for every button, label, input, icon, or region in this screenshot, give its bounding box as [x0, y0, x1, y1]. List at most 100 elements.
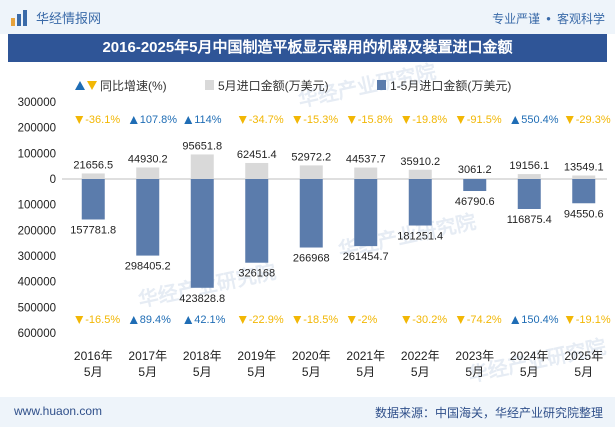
jan-may-growth-label: 42.1%: [194, 314, 225, 326]
x-category-month: 5月: [356, 365, 375, 379]
may-growth-label: -19.8%: [412, 114, 447, 126]
may-growth-label: -91.5%: [467, 114, 502, 126]
bar-jan-may: [190, 179, 214, 288]
x-category-month: 5月: [465, 365, 484, 379]
brand-logo-icon: [10, 9, 30, 27]
bar-may: [463, 178, 487, 179]
brand-name: 华经情报网: [36, 11, 102, 26]
y-tick-label: 400000: [18, 277, 56, 289]
growth-down-icon: [238, 316, 247, 324]
x-category-year: 2019年: [237, 349, 276, 363]
y-tick-label: 300000: [18, 97, 56, 109]
footer-url[interactable]: www.huaon.com: [14, 404, 103, 418]
growth-up-icon: [184, 116, 193, 124]
x-category-month: 5月: [520, 365, 539, 379]
growth-up-icon: [511, 316, 520, 324]
jan-may-value-label: 298405.2: [125, 261, 171, 273]
bar-jan-may: [245, 179, 269, 263]
legend-jan-may-swatch: [377, 80, 386, 90]
bar-may: [408, 169, 432, 179]
jan-may-growth-label: -19.1%: [576, 314, 611, 326]
bar-jan-may: [136, 179, 160, 256]
growth-down-icon: [238, 116, 247, 124]
may-value-label: 3061.2: [458, 164, 492, 176]
may-growth-label: -34.7%: [249, 114, 284, 126]
growth-down-icon: [456, 116, 465, 124]
jan-may-growth-label: -16.5%: [85, 314, 120, 326]
y-tick-label: 0: [50, 174, 56, 186]
bar-jan-may: [299, 179, 323, 248]
bar-may: [299, 165, 323, 179]
x-category-year: 2025年: [564, 349, 603, 363]
growth-down-icon: [293, 316, 302, 324]
may-value-label: 21656.5: [73, 159, 113, 171]
jan-may-value-label: 423828.8: [179, 293, 225, 305]
y-tick-label: 100000: [18, 200, 56, 212]
x-category-year: 2020年: [292, 349, 331, 363]
growth-down-icon: [75, 116, 84, 124]
tagline: 专业严谨 ● 客观科学: [492, 10, 605, 27]
x-category-month: 5月: [247, 365, 266, 379]
bar-jan-may: [572, 179, 596, 204]
title-bar: 2016-2025年5月中国制造平板显示器用的机器及装置进口金额: [8, 34, 607, 62]
growth-down-icon: [456, 316, 465, 324]
jan-may-growth-label: -74.2%: [467, 314, 502, 326]
jan-may-value-label: 116875.4: [507, 214, 552, 226]
x-category-year: 2022年: [401, 349, 440, 363]
bar-may: [81, 173, 105, 179]
x-category-year: 2016年: [74, 349, 113, 363]
may-value-label: 62451.4: [237, 149, 277, 161]
jan-may-value-label: 181251.4: [397, 231, 443, 243]
growth-up-icon: [511, 116, 520, 124]
x-category-month: 5月: [193, 365, 212, 379]
jan-may-value-label: 261454.7: [343, 251, 389, 263]
may-value-label: 19156.1: [509, 160, 549, 172]
bar-jan-may: [463, 179, 487, 192]
bar-jan-may: [354, 179, 378, 247]
chart-title: 2016-2025年5月中国制造平板显示器用的机器及装置进口金额: [102, 39, 513, 56]
bar-may: [245, 162, 269, 179]
growth-up-icon: [184, 316, 193, 324]
y-tick-label: 100000: [18, 148, 56, 160]
y-tick-label: 200000: [18, 123, 56, 135]
bar-may: [136, 167, 160, 179]
may-value-label: 35910.2: [400, 156, 440, 168]
y-tick-label: 300000: [18, 251, 56, 263]
bar-may: [354, 167, 378, 179]
y-tick-label: 600000: [18, 328, 56, 340]
growth-down-icon: [402, 116, 411, 124]
y-tick-label: 200000: [18, 225, 56, 237]
x-category-year: 2017年: [128, 349, 167, 363]
may-growth-label: -15.8%: [358, 114, 393, 126]
growth-up-icon: [129, 116, 138, 124]
footer: www.huaon.com 数据来源：中国海关，华经产业研究院整理: [0, 397, 615, 427]
footer-source: 数据来源：中国海关，华经产业研究院整理: [374, 406, 603, 420]
x-category-year: 2023年: [455, 349, 494, 363]
x-category-year: 2018年: [183, 349, 222, 363]
brand[interactable]: 华经情报网: [10, 8, 101, 27]
x-category-year: 2024年: [510, 349, 549, 363]
jan-may-growth-label: -18.5%: [303, 314, 338, 326]
y-tick-label: 500000: [18, 302, 56, 314]
top-bar: 华经情报网 专业严谨 ● 客观科学: [0, 0, 615, 34]
may-growth-label: 114%: [194, 114, 222, 126]
growth-down-icon: [565, 116, 574, 124]
growth-up-icon: [129, 316, 138, 324]
bar-jan-may: [81, 179, 105, 220]
x-category-year: 2021年: [346, 349, 385, 363]
jan-may-growth-label: -2%: [358, 314, 378, 326]
may-growth-label: 550.4%: [521, 114, 559, 126]
legend-may-swatch: [205, 80, 214, 90]
bar-may: [517, 174, 541, 179]
jan-may-growth-label: 89.4%: [140, 314, 171, 326]
may-growth-label: -15.3%: [303, 114, 338, 126]
x-category-month: 5月: [138, 365, 157, 379]
x-category-month: 5月: [574, 365, 593, 379]
tagline-first: 专业严谨: [492, 12, 541, 26]
jan-may-value-label: 46790.6: [455, 196, 495, 208]
jan-may-value-label: 326168: [238, 268, 275, 280]
growth-down-icon: [347, 316, 356, 324]
growth-down-icon: [75, 316, 84, 324]
may-value-label: 44537.7: [346, 154, 386, 166]
